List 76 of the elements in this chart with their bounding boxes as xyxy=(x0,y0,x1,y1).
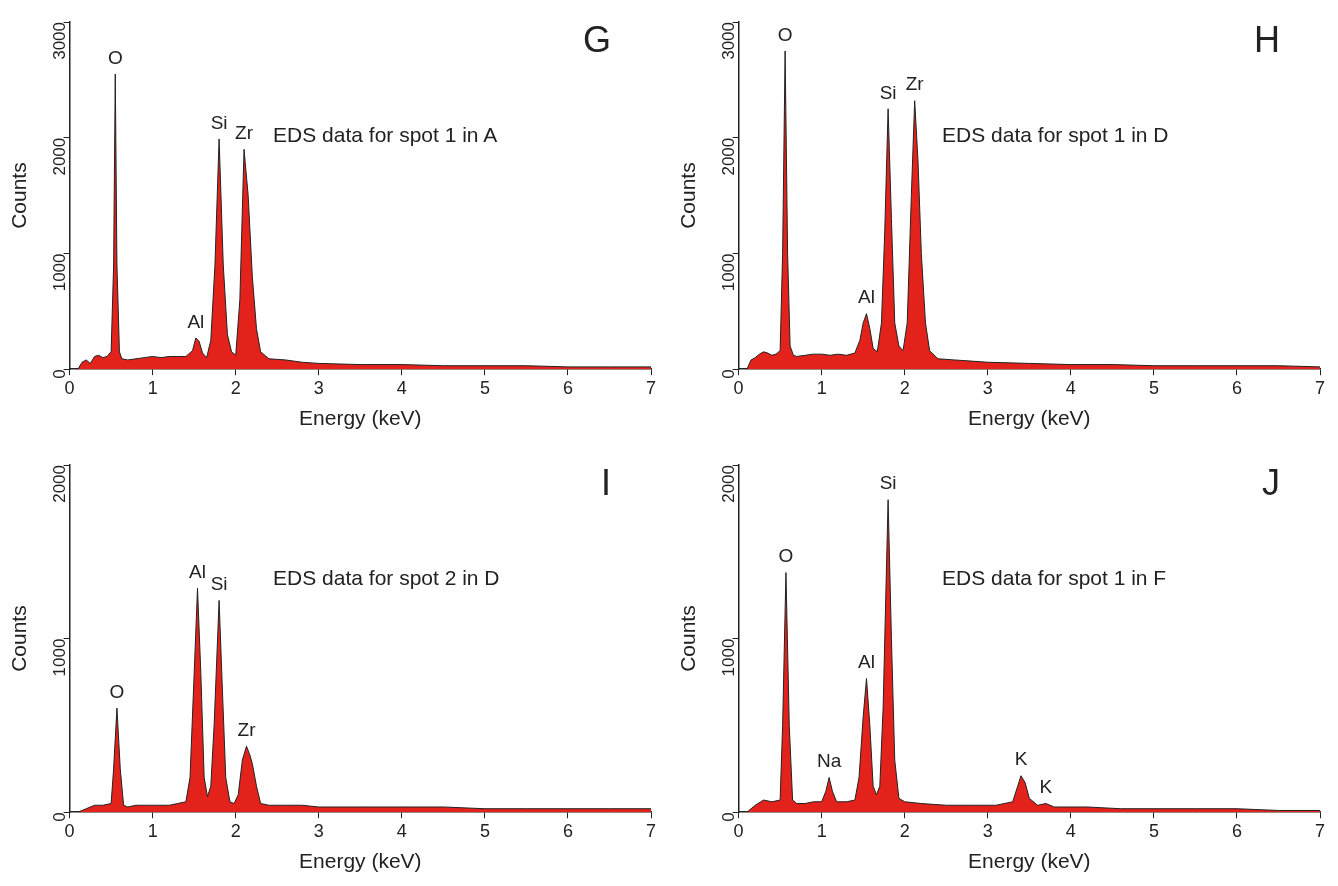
x-tick-label: 6 xyxy=(562,820,573,841)
x-tick-label: 4 xyxy=(396,820,407,841)
y-axis-title: Counts xyxy=(676,162,700,229)
x-tick-label: 2 xyxy=(899,820,910,841)
x-axis-title: Energy (keV) xyxy=(968,849,1091,873)
x-axis-title: Energy (keV) xyxy=(299,849,422,873)
y-tick-label: 2000 xyxy=(719,465,739,503)
x-tick-label: 2 xyxy=(230,820,241,841)
y-tick-label: 3000 xyxy=(50,22,70,60)
text: EDS data for spot 1 in F xyxy=(942,566,1167,590)
y-tick-label: 0 xyxy=(719,369,739,379)
y-tick-label: 1000 xyxy=(50,253,70,292)
x-tick-label: 7 xyxy=(645,820,657,841)
annotation: Si xyxy=(210,111,228,133)
x-tick-label: 5 xyxy=(479,377,490,398)
x-tick-label: 1 xyxy=(816,820,827,841)
x-tick-label: 1 xyxy=(816,377,827,398)
annotation: Si xyxy=(210,573,228,595)
x-tick-label: 4 xyxy=(1065,820,1076,841)
annotation: Zr xyxy=(905,73,925,95)
annotation: Na xyxy=(816,750,842,772)
y-axis-title: Counts xyxy=(7,605,31,672)
x-tick-label: 2 xyxy=(899,377,910,398)
y-tick-label: 3000 xyxy=(719,22,739,60)
x-tick-label: 6 xyxy=(562,377,573,398)
x-axis-title: Energy (keV) xyxy=(299,406,422,430)
x-tick-label: 3 xyxy=(982,820,993,841)
y-tick-label: 0 xyxy=(719,812,739,822)
annotation: Al xyxy=(858,651,875,673)
y-tick-label: 2000 xyxy=(50,465,70,503)
annotation: Al xyxy=(858,286,875,308)
text: EDS data for spot 2 in D xyxy=(273,566,500,590)
y-tick-label: 2000 xyxy=(719,137,739,176)
y-tick-label: 1000 xyxy=(719,253,739,292)
x-tick-label: 6 xyxy=(1231,820,1242,841)
y-axis-title: Counts xyxy=(676,605,700,672)
annotation: Al xyxy=(187,310,205,332)
x-tick-label: 4 xyxy=(396,377,407,398)
x-tick-label: 7 xyxy=(1314,377,1326,398)
chart-title: J xyxy=(1262,461,1280,503)
text: EDS data for spot 1 in A xyxy=(273,123,498,147)
x-tick-label: 1 xyxy=(147,820,158,841)
x-tick-label: 3 xyxy=(313,377,324,398)
y-tick-label: 0 xyxy=(50,812,70,822)
annotation: O xyxy=(778,545,794,567)
chart-title: G xyxy=(582,18,611,60)
y-tick-label: 2000 xyxy=(50,137,70,176)
annotation: K xyxy=(1039,776,1053,798)
x-tick-label: 3 xyxy=(982,377,993,398)
annotation: O xyxy=(109,680,125,702)
x-tick-label: 1 xyxy=(147,377,158,398)
y-tick-label: 1000 xyxy=(719,638,739,677)
x-tick-label: 5 xyxy=(479,820,490,841)
y-axis-title: Counts xyxy=(7,162,31,229)
annotation: Al xyxy=(189,560,206,582)
text: EDS data for spot 1 in D xyxy=(942,123,1169,147)
annotation: K xyxy=(1014,748,1028,770)
x-tick-label: 7 xyxy=(1314,820,1326,841)
annotation: Zr xyxy=(237,718,257,740)
x-tick-label: 4 xyxy=(1065,377,1076,398)
x-axis-title: Energy (keV) xyxy=(968,406,1091,430)
annotation: Zr xyxy=(235,122,254,144)
y-tick-label: 0 xyxy=(50,369,70,379)
y-tick-label: 1000 xyxy=(50,638,70,677)
x-tick-label: 7 xyxy=(645,377,657,398)
x-tick-label: 5 xyxy=(1148,377,1159,398)
x-tick-label: 5 xyxy=(1148,820,1159,841)
chart-title: I xyxy=(600,461,611,503)
annotation: O xyxy=(777,23,793,45)
x-tick-label: 2 xyxy=(230,377,241,398)
annotation: O xyxy=(107,46,123,68)
x-tick-label: 6 xyxy=(1231,377,1242,398)
x-tick-label: 3 xyxy=(313,820,324,841)
chart-title: H xyxy=(1254,18,1280,60)
annotation: Si xyxy=(879,81,897,103)
annotation: Si xyxy=(879,472,897,494)
